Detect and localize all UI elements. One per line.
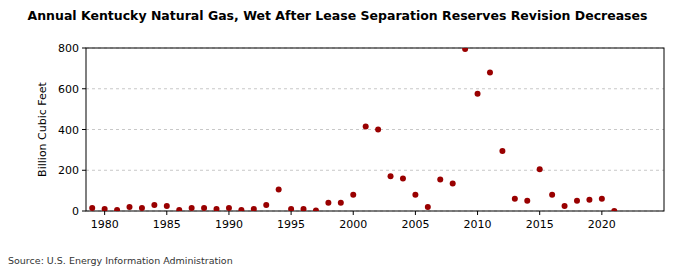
- point: [549, 192, 555, 198]
- plot-frame: [86, 48, 664, 211]
- point: [599, 196, 605, 202]
- x-tick-label: 1990: [215, 218, 243, 231]
- point: [201, 205, 207, 211]
- point: [537, 166, 543, 172]
- point: [325, 200, 331, 206]
- point: [139, 205, 145, 211]
- point: [276, 187, 282, 193]
- point: [499, 148, 505, 154]
- point: [313, 208, 319, 211]
- grid-line: [86, 170, 664, 171]
- point: [102, 206, 108, 211]
- y-tick-label: 0: [72, 205, 79, 218]
- grid-line: [86, 129, 664, 130]
- point: [338, 200, 344, 206]
- point: [586, 197, 592, 203]
- point: [574, 198, 580, 204]
- y-tick: [82, 48, 86, 49]
- y-axis-label: Billion Cubic Feet: [36, 81, 49, 176]
- point: [450, 180, 456, 186]
- x-tick: [353, 211, 354, 215]
- point: [164, 203, 170, 209]
- x-tick: [291, 211, 292, 215]
- point: [151, 202, 157, 208]
- x-tick: [477, 211, 478, 215]
- point: [263, 202, 269, 208]
- point: [562, 203, 568, 209]
- x-tick: [601, 211, 602, 215]
- title: Annual Kentucky Natural Gas, Wet After L…: [28, 8, 648, 23]
- x-tick-label: 2010: [464, 218, 492, 231]
- point: [189, 205, 195, 211]
- x-tick: [104, 211, 105, 215]
- point: [611, 208, 617, 211]
- x-tick-label: 2005: [401, 218, 429, 231]
- x-tick-label: 2000: [339, 218, 367, 231]
- y-tick-label: 800: [58, 42, 79, 55]
- point: [251, 206, 257, 211]
- grid-line: [86, 88, 664, 89]
- point: [238, 207, 244, 211]
- y-tick: [82, 170, 86, 171]
- point: [487, 69, 493, 75]
- y-tick-label: 400: [58, 124, 79, 137]
- point: [363, 123, 369, 129]
- point: [301, 206, 307, 211]
- x-tick-label: 1995: [277, 218, 305, 231]
- x-tick: [415, 211, 416, 215]
- point: [176, 207, 182, 211]
- point: [214, 206, 220, 211]
- x-tick-label: 2020: [588, 218, 616, 231]
- point: [412, 192, 418, 198]
- point: [127, 204, 133, 210]
- x-tick-label: 1980: [91, 218, 119, 231]
- point: [89, 205, 95, 211]
- point: [350, 192, 356, 198]
- point: [114, 207, 120, 211]
- point: [524, 198, 530, 204]
- x-tick: [166, 211, 167, 215]
- source: Source: U.S. Energy Information Administ…: [8, 255, 233, 266]
- point: [462, 48, 468, 52]
- point: [288, 206, 294, 211]
- point: [512, 196, 518, 202]
- x-tick: [539, 211, 540, 215]
- x-tick-label: 1985: [153, 218, 181, 231]
- marks: [89, 48, 617, 211]
- y-tick-label: 200: [58, 164, 79, 177]
- y-tick: [82, 129, 86, 130]
- point: [425, 204, 431, 210]
- point: [475, 91, 481, 97]
- x-tick-label: 2015: [526, 218, 554, 231]
- y-tick-label: 600: [58, 83, 79, 96]
- point: [375, 127, 381, 133]
- point: [437, 176, 443, 182]
- x-tick: [228, 211, 229, 215]
- y-tick: [82, 88, 86, 89]
- chart: Annual Kentucky Natural Gas, Wet After L…: [0, 0, 675, 275]
- y-tick: [82, 211, 86, 212]
- point: [400, 175, 406, 181]
- point: [388, 173, 394, 179]
- point: [226, 205, 232, 211]
